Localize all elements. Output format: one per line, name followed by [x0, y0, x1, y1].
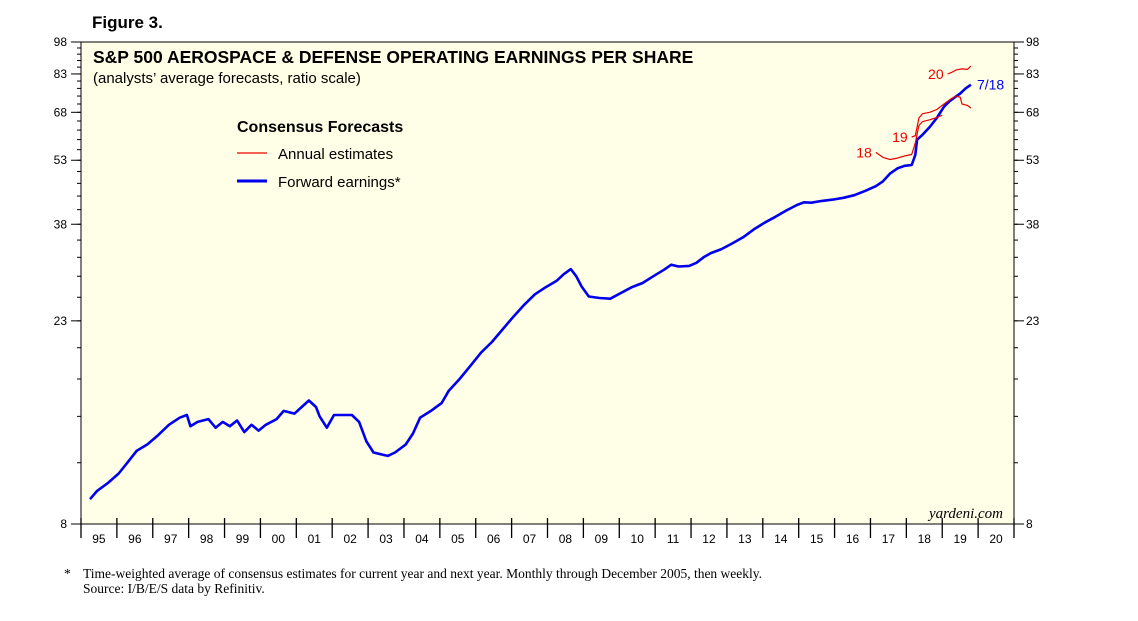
legend-label-forward: Forward earnings*	[278, 174, 401, 191]
y-tick-label-right: 98	[1026, 35, 1040, 49]
y-tick-label-right: 38	[1026, 217, 1040, 231]
x-tick-label: 14	[774, 532, 788, 546]
x-tick-label: 11	[667, 532, 680, 546]
chart-subtitle: (analysts’ average forecasts, ratio scal…	[93, 70, 361, 87]
annual-label-19: 19	[892, 129, 908, 145]
series-annual-18	[875, 114, 943, 161]
x-tick-label: 05	[451, 532, 465, 546]
x-tick-label: 96	[128, 532, 142, 546]
x-tick-label: 06	[487, 532, 501, 546]
chart-title: S&P 500 AEROSPACE & DEFENSE OPERATING EA…	[93, 47, 693, 67]
chart: 8 23 38 53 68 83 98 8 23 38 53 68 83 98 95 96 97 98 99 00…	[54, 35, 1040, 546]
x-tick-label: 09	[595, 532, 609, 546]
plot-background	[80, 41, 1015, 525]
y-tick-label-left: 38	[54, 217, 68, 231]
x-tick-label: 97	[164, 532, 178, 546]
y-tick-label-left: 68	[54, 105, 68, 119]
x-tick-label: 99	[236, 532, 250, 546]
footnote-marker: *	[64, 566, 71, 581]
series-annual-19	[911, 95, 972, 138]
series-forward-earnings	[89, 83, 972, 501]
y-tick-label-left: 8	[60, 517, 67, 531]
x-tick-label: 95	[92, 532, 106, 546]
x-tick-label: 20	[989, 532, 1003, 546]
x-tick-label: 10	[631, 532, 645, 546]
y-tick-label-right: 83	[1026, 67, 1040, 81]
x-tick-label: 08	[559, 532, 573, 546]
footnote-line-2: Source: I/B/E/S data by Refinitiv.	[83, 581, 265, 596]
x-tick-label: 19	[953, 532, 967, 546]
watermark: yardeni.com	[927, 506, 1003, 522]
series-layer: 7/18 18 19 20	[89, 65, 1004, 501]
y-tick-label-right: 68	[1026, 105, 1040, 119]
x-axis-labels: 95 96 97 98 99 00 01 02 03 04 05 06 07 08 09 10 11 12 13 14…	[92, 532, 1003, 546]
figure-label: Figure 3.	[92, 13, 163, 32]
x-tick-label: 12	[702, 532, 716, 546]
y-tick-label-right: 53	[1026, 153, 1040, 167]
x-tick-label: 04	[415, 532, 429, 546]
forward-end-label: 7/18	[977, 77, 1004, 93]
x-tick-label: 03	[379, 532, 393, 546]
x-tick-label: 01	[308, 532, 322, 546]
legend-label-annual: Annual estimates	[278, 146, 393, 163]
x-tick-label: 98	[200, 532, 214, 546]
y-tick-label-right: 23	[1026, 314, 1040, 328]
footnote-line-1: Time-weighted average of consensus estim…	[83, 566, 763, 581]
y-tick-label-left: 53	[54, 153, 68, 167]
x-tick-label: 18	[918, 532, 932, 546]
x-tick-label: 13	[738, 532, 752, 546]
legend-title: Consensus Forecasts	[237, 119, 403, 136]
axis-ticks	[71, 41, 1024, 538]
y-tick-label-left: 23	[54, 314, 68, 328]
x-tick-label: 07	[523, 532, 537, 546]
y-tick-label-right: 8	[1026, 517, 1033, 531]
annual-label-20: 20	[928, 66, 944, 82]
x-tick-label: 15	[810, 532, 824, 546]
y-tick-label-left: 98	[54, 35, 68, 49]
x-tick-label: 00	[272, 532, 286, 546]
y-axis-left-labels: 8 23 38 53 68 83 98	[54, 35, 68, 531]
y-axis-right-labels: 8 23 38 53 68 83 98	[1026, 35, 1040, 531]
x-tick-label: 02	[343, 532, 357, 546]
series-annual-20	[947, 65, 972, 75]
y-tick-label-left: 83	[54, 67, 68, 81]
x-tick-label: 17	[882, 532, 896, 546]
x-tick-label: 16	[846, 532, 860, 546]
annual-label-18: 18	[856, 144, 872, 160]
